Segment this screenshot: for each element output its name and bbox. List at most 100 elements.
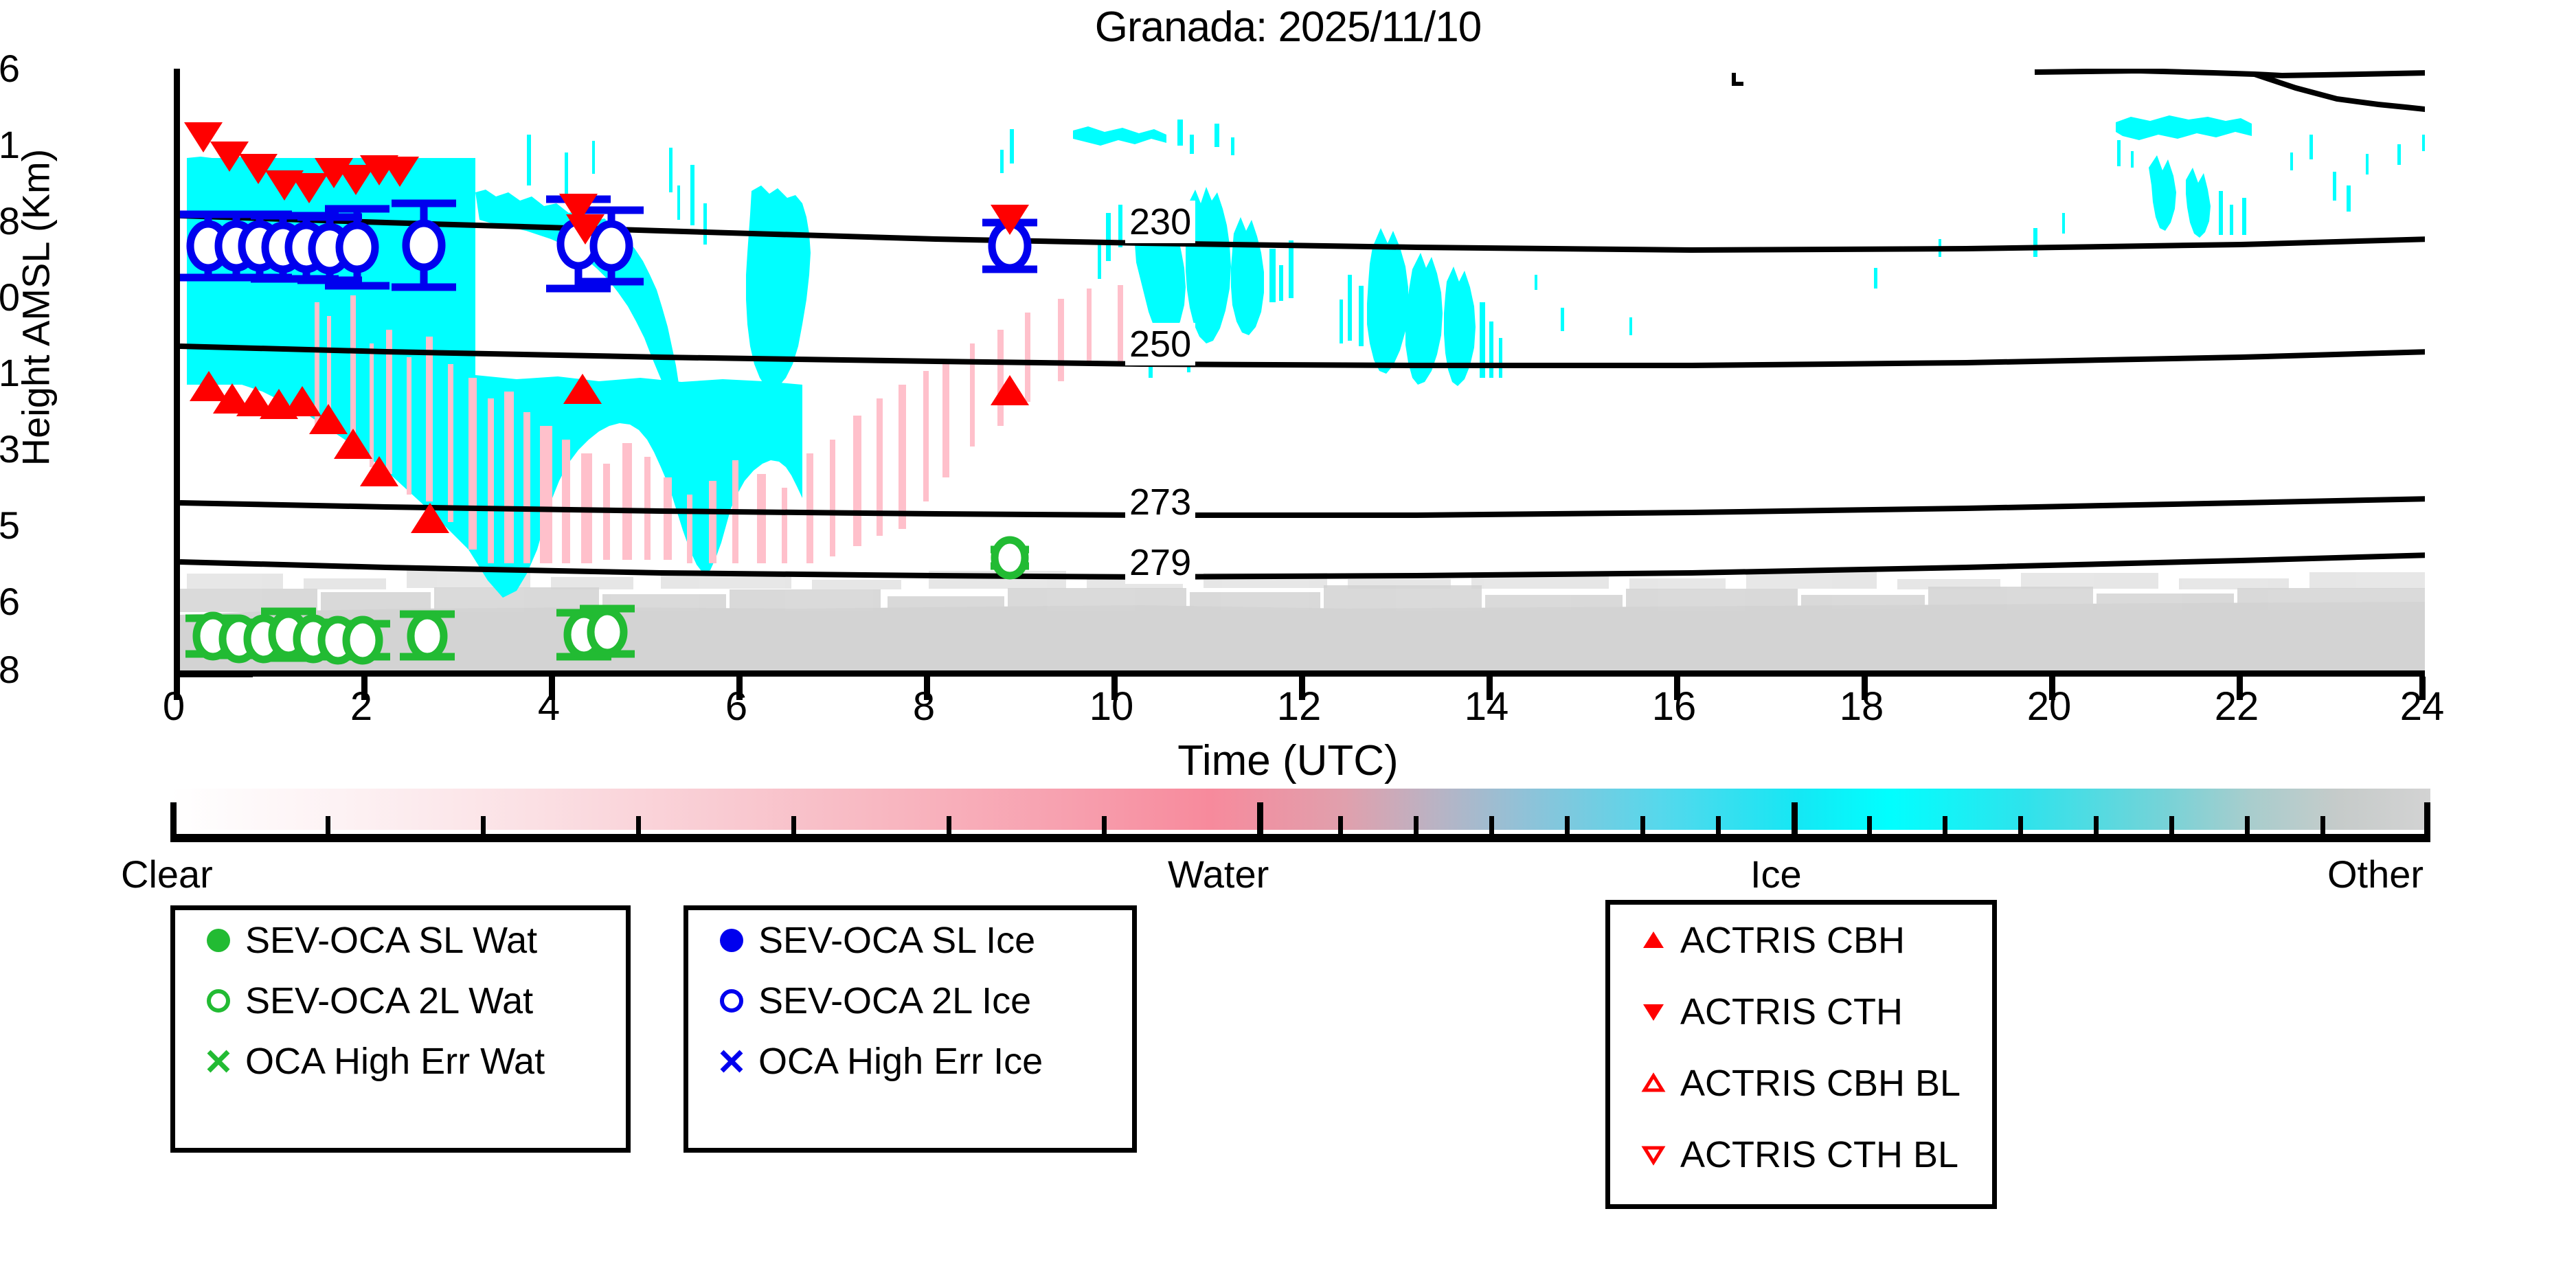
open-circle-icon [192, 985, 245, 1017]
legend-item-oca-high-err-ice[interactable]: OCA High Err Ice [688, 1031, 1132, 1092]
legend-label: SEV-OCA SL Wat [245, 920, 538, 961]
ice-cloud-sparse-wisps [1535, 140, 2134, 335]
ytick-label: 8.20 [0, 275, 20, 319]
y-axis-label: Height AMSL (Km) [14, 148, 58, 466]
plot-svg [180, 69, 2425, 670]
legend-item-actris-cth-bl[interactable]: ACTRIS CTH BL [1610, 1119, 1992, 1190]
xtick-label: 2 [350, 684, 373, 729]
xtick-mark [2419, 677, 2426, 700]
isotherm-label-279: 279 [1125, 541, 1196, 584]
legend-label: OCA High Err Ice [758, 1041, 1043, 1082]
colorbar[interactable]: Clear Water Ice Other [121, 789, 2430, 896]
xtick-label: 24 [2399, 684, 2445, 729]
isotherm-label-250: 250 [1125, 323, 1196, 365]
legend-label: SEV-OCA 2L Wat [245, 980, 534, 1021]
xtick-label: 16 [1651, 684, 1697, 729]
xtick-label: 10 [1089, 684, 1134, 729]
colorbar-tick [2424, 802, 2430, 837]
xtick-mark [924, 677, 930, 700]
legend-item-sev-oca-2l-wat[interactable]: SEV-OCA 2L Wat [175, 971, 626, 1031]
xtick-mark [2237, 677, 2243, 700]
legend-label: ACTRIS CBH BL [1680, 1063, 1961, 1104]
colorbar-tick [170, 802, 177, 837]
xtick-label: 0 [162, 684, 185, 729]
legend-item-actris-cth[interactable]: ACTRIS CTH [1610, 976, 1992, 1048]
ytick-label: 6.71 [0, 351, 20, 394]
colorbar-tick [636, 816, 641, 837]
ice-cloud-patch-11h [1340, 228, 1502, 386]
colorbar-tick [2169, 816, 2174, 837]
actris-cth-markers [184, 122, 1029, 245]
x-axis-label: Time (UTC) [1177, 737, 1399, 784]
legend-item-sev-oca-2l-ice[interactable]: SEV-OCA 2L Ice [688, 971, 1132, 1031]
colorbar-label-other: Other [2327, 852, 2424, 896]
isotherm-line-279 [180, 552, 2425, 580]
other-class-region [180, 602, 2425, 670]
colorbar-tick [1943, 816, 1947, 837]
legend-item-actris-cbh[interactable]: ACTRIS CBH [1610, 905, 1992, 976]
xtick-mark [2049, 677, 2055, 700]
xtick-mark [174, 677, 180, 700]
ytick-label: 3.75 [0, 504, 20, 547]
xtick-mark [549, 677, 555, 700]
filled-up-triangle-icon [1627, 925, 1680, 956]
other-class-speckle [180, 585, 2425, 612]
legend-item-sev-oca-sl-ice[interactable]: SEV-OCA SL Ice [688, 910, 1132, 971]
plot-canvas [180, 69, 2425, 670]
legend-label: ACTRIS CTH BL [1680, 1134, 1959, 1175]
legend-item-oca-high-err-wat[interactable]: OCA High Err Wat [175, 1031, 626, 1092]
colorbar-label-clear: Clear [121, 852, 213, 896]
ytick-label: 12.6 [0, 47, 20, 90]
colorbar-axis-line [170, 834, 2430, 842]
filled-circle-icon [192, 925, 245, 956]
xtick-label: 8 [912, 684, 936, 729]
legend-label: ACTRIS CBH [1680, 920, 1906, 961]
xtick-label: 20 [2026, 684, 2072, 729]
colorbar-tick [2320, 816, 2325, 837]
colorbar-tick [1716, 816, 1721, 837]
isotherm-line-250 [180, 343, 2425, 368]
xtick-mark [1487, 677, 1493, 700]
open-down-triangle-icon [1627, 1139, 1680, 1171]
legend-label: OCA High Err Wat [245, 1041, 545, 1082]
ice-cloud-patch-22h [2116, 115, 2425, 238]
isotherm-line-230 [180, 213, 2425, 253]
colorbar-label-ice: Ice [1750, 852, 1802, 896]
ytick-label: 2.26 [0, 580, 20, 623]
colorbar-tick [481, 816, 486, 837]
colorbar-label-water: Water [1168, 852, 1269, 896]
legend-item-actris-cbh-bl[interactable]: ACTRIS CBH BL [1610, 1048, 1992, 1119]
open-circle-icon [705, 985, 758, 1017]
legend-water[interactable]: SEV-OCA SL Wat SEV-OCA 2L Wat OCA High E… [170, 905, 631, 1153]
cross-icon [705, 1046, 758, 1077]
colorbar-tick [1338, 816, 1343, 837]
xtick-label: 14 [1464, 684, 1509, 729]
xtick-mark [1674, 677, 1680, 700]
isotherm-line-273 [180, 496, 2425, 518]
open-up-triangle-icon [1627, 1067, 1680, 1099]
legend-actris[interactable]: ACTRIS CBH ACTRIS CTH ACTRIS CBH BL ACTR… [1605, 900, 1997, 1209]
colorbar-tick [2094, 816, 2099, 837]
filled-down-triangle-icon [1627, 996, 1680, 1028]
actris-cbh-markers [190, 371, 1029, 533]
xtick-mark [1111, 677, 1118, 700]
filled-circle-icon [705, 925, 758, 956]
colorbar-tick [1102, 816, 1107, 837]
colorbar-gradient [170, 789, 2430, 830]
isotherm-line-top-branch-b [2253, 71, 2425, 113]
legend-item-sev-oca-sl-wat[interactable]: SEV-OCA SL Wat [175, 910, 626, 971]
isotherm-line-top-branch-a [2034, 69, 2425, 79]
isotherm-label-273: 273 [1125, 481, 1196, 523]
colorbar-tick [1640, 816, 1645, 837]
page-title: Granada: 2025/11/10 [1094, 3, 1482, 51]
colorbar-tick [1489, 816, 1494, 837]
xtick-mark [1862, 677, 1868, 700]
legend-ice[interactable]: SEV-OCA SL Ice SEV-OCA 2L Ice OCA High E… [683, 905, 1137, 1153]
colorbar-tick [947, 816, 951, 837]
cloud-classification-plot[interactable] [174, 69, 2425, 677]
colorbar-tick [326, 816, 330, 837]
sev-oca-2l-water-markers [192, 536, 1029, 665]
colorbar-tick [1867, 816, 1872, 837]
xtick-label: 18 [1839, 684, 1884, 729]
ytick-label: 0.78 [0, 648, 20, 691]
